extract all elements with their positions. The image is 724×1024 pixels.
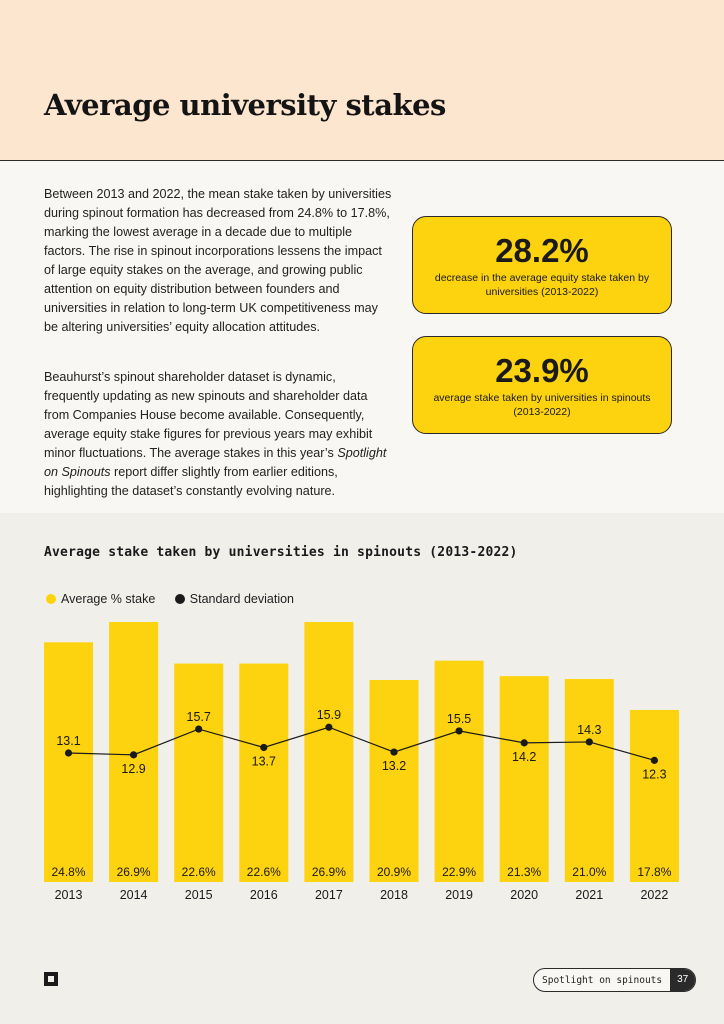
- sd-point-2020: [520, 739, 528, 747]
- sd-value-label: 13.7: [252, 754, 276, 768]
- sd-value-label: 15.5: [447, 712, 471, 726]
- bar-value-label: 22.9%: [442, 865, 476, 879]
- sd-value-label: 14.3: [577, 723, 601, 737]
- x-tick-label: 2020: [510, 888, 538, 902]
- x-tick-label: 2016: [250, 888, 278, 902]
- report-name-italic: Spotlight on Spinouts: [44, 446, 387, 479]
- header-band: Average university stakes: [0, 0, 724, 161]
- bar-2021: [564, 679, 614, 882]
- legend-item-line: Standard deviation: [174, 592, 295, 606]
- bar-value-label: 26.9%: [312, 865, 346, 879]
- x-tick-label: 2018: [380, 888, 408, 902]
- bar-2022: [629, 709, 679, 882]
- bar-2019: [434, 660, 484, 882]
- stat-value: 23.9%: [495, 352, 589, 389]
- sd-point-2014: [130, 751, 138, 759]
- sd-value-label: 15.7: [187, 710, 211, 724]
- bar-2020: [499, 676, 549, 882]
- sd-value-label: 12.9: [121, 762, 145, 776]
- stat-card-decrease: 28.2% decrease in the average equity sta…: [412, 216, 672, 314]
- bar-value-label: 17.8%: [637, 865, 671, 879]
- bar-2018: [369, 679, 419, 882]
- x-tick-label: 2013: [55, 888, 83, 902]
- legend-item-bar: Average % stake: [46, 592, 155, 606]
- footer-badge: Spotlight on spinouts 37: [533, 968, 697, 992]
- x-tick-label: 2019: [445, 888, 473, 902]
- paragraph-2-text-b: report differ slightly from earlier edit…: [44, 465, 338, 498]
- bar-2016: [239, 663, 289, 882]
- sd-value-label: 13.1: [56, 734, 80, 748]
- bar-value-label: 24.8%: [51, 865, 85, 879]
- page-title: Average university stakes: [44, 88, 446, 122]
- sd-value-label: 12.3: [642, 767, 666, 781]
- bar-value-label: 20.9%: [377, 865, 411, 879]
- sd-value-label: 14.2: [512, 750, 536, 764]
- sd-point-2019: [455, 727, 463, 735]
- sd-point-2017: [325, 723, 333, 731]
- intro-paragraph-1: Between 2013 and 2022, the mean stake ta…: [44, 187, 392, 334]
- page-number: 37: [670, 969, 696, 991]
- bar-value-label: 21.0%: [572, 865, 606, 879]
- bar-value-label: 21.3%: [507, 865, 541, 879]
- bar-value-label: 22.6%: [247, 865, 281, 879]
- x-tick-label: 2021: [575, 888, 603, 902]
- bar-value-label: 22.6%: [182, 865, 216, 879]
- stat-description: average stake taken by universities in s…: [433, 392, 651, 418]
- legend-label: Average % stake: [61, 592, 156, 606]
- sd-value-label: 13.2: [382, 759, 406, 773]
- sd-point-2018: [390, 748, 398, 756]
- bar-value-label: 26.9%: [117, 865, 151, 879]
- x-tick-label: 2017: [315, 888, 343, 902]
- sd-value-label: 15.9: [317, 708, 341, 722]
- x-tick-label: 2022: [640, 888, 668, 902]
- beauhurst-logo-icon: [44, 972, 58, 986]
- chart-legend: Average % stake Standard deviation: [46, 592, 310, 606]
- sd-point-2015: [195, 725, 203, 733]
- stake-chart: 24.8% 2013 26.9% 2014 22.6% 2015 22.6% 2016 26.9…: [44, 622, 679, 902]
- sd-point-2022: [650, 756, 659, 764]
- bar-2015: [174, 663, 224, 882]
- stat-card-average: 23.9% average stake taken by universitie…: [412, 336, 672, 434]
- legend-bar-swatch: [46, 594, 56, 604]
- stat-description: decrease in the average equity stake tak…: [434, 272, 650, 298]
- intro-paragraph-2: Beauhurst’s spinout shareholder dataset …: [44, 368, 394, 501]
- legend-line-swatch: [174, 594, 185, 604]
- x-tick-label: 2014: [120, 888, 148, 902]
- paragraph-2-text-a: Beauhurst’s spinout shareholder dataset …: [44, 370, 373, 460]
- stat-value: 28.2%: [495, 232, 589, 269]
- footer-report-name: Spotlight on spinouts: [542, 974, 663, 986]
- sd-point-2021: [585, 738, 593, 746]
- bar-2013: [44, 642, 93, 882]
- intro-section: Between 2013 and 2022, the mean stake ta…: [0, 161, 724, 513]
- x-tick-label: 2015: [185, 888, 213, 902]
- bar-2017: [304, 622, 354, 882]
- sd-line: [68, 726, 655, 761]
- sd-point-2016: [260, 743, 268, 752]
- sd-point-2013: [64, 749, 73, 757]
- chart-title: Average stake taken by universities in s…: [44, 545, 518, 560]
- legend-label: Standard deviation: [189, 592, 295, 606]
